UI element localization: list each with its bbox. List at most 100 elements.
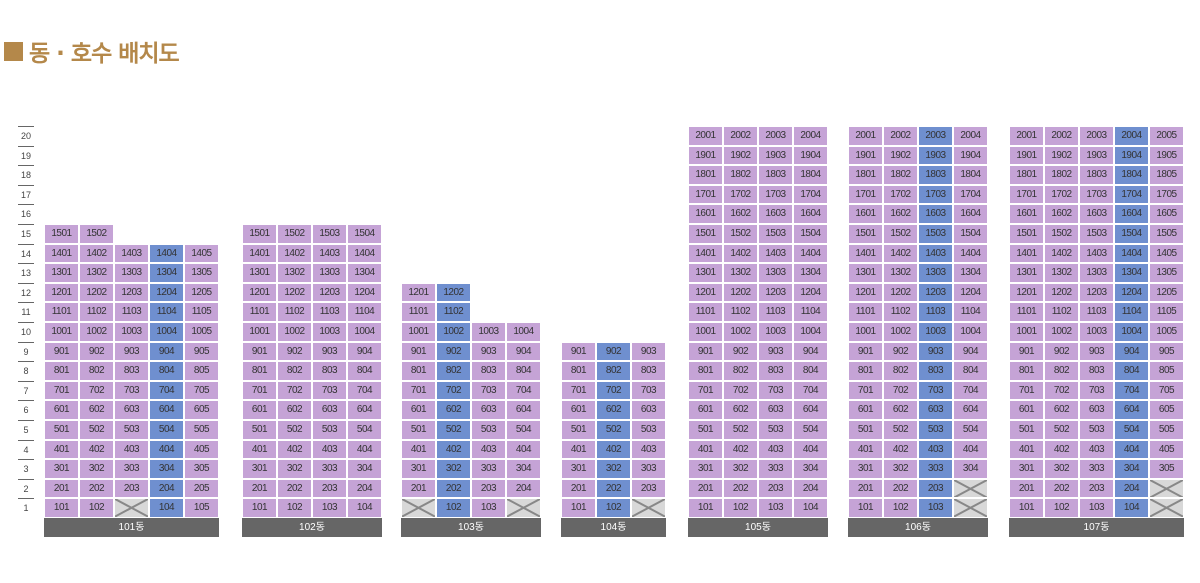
unit-cell[interactable]: 1603	[918, 204, 953, 224]
unit-cell[interactable]: 1302	[1044, 263, 1079, 283]
unit-cell[interactable]: 1902	[723, 145, 758, 166]
unit-cell[interactable]: 303	[631, 459, 666, 479]
unit-cell[interactable]: 302	[277, 459, 312, 479]
unit-cell[interactable]: 1703	[918, 184, 953, 205]
unit-cell[interactable]: 203	[918, 478, 953, 499]
unit-cell[interactable]: 903	[1079, 341, 1114, 362]
unit-cell[interactable]: 1602	[883, 204, 918, 224]
unit-cell[interactable]: 1103	[918, 302, 953, 322]
unit-cell[interactable]: 601	[848, 400, 883, 420]
unit-cell[interactable]: 1203	[114, 282, 149, 303]
unit-cell[interactable]: 202	[596, 478, 631, 499]
unit-cell[interactable]: 903	[918, 341, 953, 362]
unit-cell[interactable]: 1303	[312, 263, 347, 283]
unit-cell[interactable]: 704	[347, 380, 382, 401]
unit-cell[interactable]: 1203	[918, 282, 953, 303]
unit-cell[interactable]: 702	[436, 380, 471, 401]
unit-cell[interactable]: 1301	[688, 263, 723, 283]
unit-cell[interactable]: 404	[506, 439, 541, 460]
unit-cell[interactable]: 604	[506, 400, 541, 420]
unit-cell[interactable]: 801	[688, 361, 723, 381]
unit-cell[interactable]: 202	[277, 478, 312, 499]
unit-cell[interactable]: 101	[242, 498, 277, 518]
unit-cell[interactable]: 302	[1044, 459, 1079, 479]
unit-cell[interactable]: 1505	[1149, 224, 1184, 244]
unit-cell[interactable]: 101	[688, 498, 723, 518]
unit-cell[interactable]: 904	[149, 341, 184, 362]
unit-cell[interactable]: 701	[561, 380, 596, 401]
unit-cell[interactable]: 1604	[793, 204, 828, 224]
unit-cell[interactable]: 303	[312, 459, 347, 479]
unit-cell[interactable]: 1702	[723, 184, 758, 205]
unit-cell[interactable]: 201	[401, 478, 436, 499]
unit-cell[interactable]: 702	[277, 380, 312, 401]
unit-cell[interactable]: 1401	[1009, 243, 1044, 264]
unit-cell[interactable]: 1204	[347, 282, 382, 303]
unit-cell[interactable]: 402	[596, 439, 631, 460]
unit-cell[interactable]: 803	[1079, 361, 1114, 381]
unit-cell[interactable]: 201	[242, 478, 277, 499]
unit-cell[interactable]: 803	[918, 361, 953, 381]
unit-cell[interactable]: 1104	[149, 302, 184, 322]
unit-cell[interactable]: 602	[883, 400, 918, 420]
unit-cell[interactable]: 1904	[953, 145, 988, 166]
unit-cell[interactable]: 1703	[1079, 184, 1114, 205]
unit-cell[interactable]: 503	[114, 420, 149, 440]
unit-cell[interactable]: 401	[1009, 439, 1044, 460]
unit-cell[interactable]: 1502	[277, 224, 312, 244]
unit-cell[interactable]: 202	[883, 478, 918, 499]
unit-cell[interactable]: 1101	[848, 302, 883, 322]
unit-cell[interactable]: 501	[848, 420, 883, 440]
unit-cell[interactable]: 501	[561, 420, 596, 440]
unit-cell[interactable]: 1003	[1079, 322, 1114, 342]
unit-cell[interactable]: 401	[561, 439, 596, 460]
unit-cell[interactable]: 1704	[793, 184, 828, 205]
unit-cell[interactable]: 1905	[1149, 145, 1184, 166]
unit-cell[interactable]: 104	[149, 498, 184, 518]
unit-cell[interactable]: 304	[793, 459, 828, 479]
unit-cell[interactable]: 1304	[953, 263, 988, 283]
unit-cell[interactable]: 1401	[848, 243, 883, 264]
unit-cell[interactable]: 1702	[883, 184, 918, 205]
unit-cell[interactable]: 903	[312, 341, 347, 362]
unit-cell[interactable]: 1801	[848, 165, 883, 185]
unit-cell[interactable]: 1404	[953, 243, 988, 264]
unit-cell[interactable]: 1302	[883, 263, 918, 283]
unit-cell[interactable]: 603	[114, 400, 149, 420]
unit-cell[interactable]: 403	[114, 439, 149, 460]
unit-cell[interactable]: 102	[277, 498, 312, 518]
unit-cell[interactable]: 902	[277, 341, 312, 362]
unit-cell[interactable]: 1403	[312, 243, 347, 264]
unit-cell[interactable]: 905	[184, 341, 219, 362]
unit-cell[interactable]: 1602	[723, 204, 758, 224]
unit-cell[interactable]: 604	[793, 400, 828, 420]
unit-cell[interactable]: 1303	[1079, 263, 1114, 283]
unit-cell[interactable]: 1504	[793, 224, 828, 244]
unit-cell[interactable]: 1501	[1009, 224, 1044, 244]
unit-cell[interactable]: 505	[184, 420, 219, 440]
unit-cell[interactable]: 1504	[347, 224, 382, 244]
unit-cell[interactable]: 1401	[688, 243, 723, 264]
unit-cell[interactable]: 104	[793, 498, 828, 518]
unit-cell[interactable]: 402	[723, 439, 758, 460]
unit-cell[interactable]: 501	[1009, 420, 1044, 440]
unit-cell[interactable]: 602	[1044, 400, 1079, 420]
unit-cell[interactable]: 1001	[848, 322, 883, 342]
unit-cell[interactable]: 203	[312, 478, 347, 499]
unit-cell[interactable]: 301	[848, 459, 883, 479]
unit-cell[interactable]: 1303	[114, 263, 149, 283]
unit-cell[interactable]: 1501	[848, 224, 883, 244]
unit-cell[interactable]: 1701	[848, 184, 883, 205]
unit-cell[interactable]: 602	[436, 400, 471, 420]
unit-cell[interactable]: 402	[277, 439, 312, 460]
unit-cell[interactable]: 2004	[953, 126, 988, 146]
unit-cell[interactable]: 1105	[1149, 302, 1184, 322]
unit-cell[interactable]: 1204	[149, 282, 184, 303]
unit-cell[interactable]: 1205	[1149, 282, 1184, 303]
unit-cell[interactable]: 701	[1009, 380, 1044, 401]
unit-cell[interactable]: 803	[631, 361, 666, 381]
unit-cell[interactable]: 703	[758, 380, 793, 401]
unit-cell[interactable]: 1601	[688, 204, 723, 224]
unit-cell[interactable]: 304	[347, 459, 382, 479]
unit-cell[interactable]: 1602	[1044, 204, 1079, 224]
